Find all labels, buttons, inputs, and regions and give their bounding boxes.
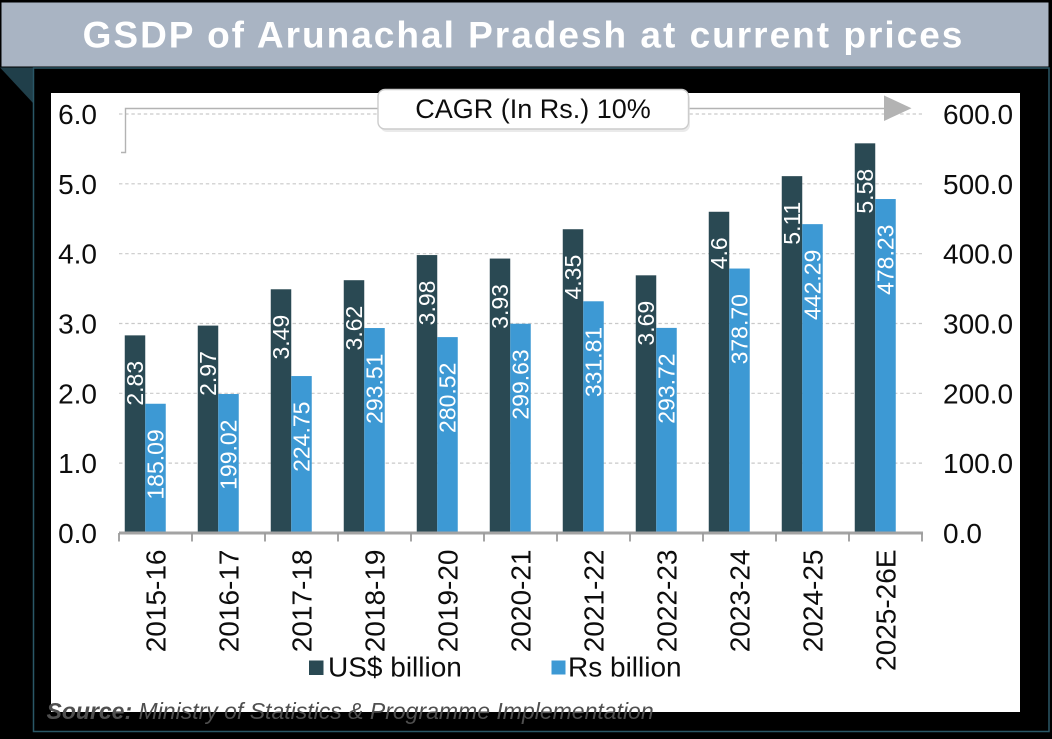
svg-text:1.0: 1.0 — [58, 448, 97, 479]
svg-text:3.93: 3.93 — [487, 284, 513, 329]
svg-text:2017-18: 2017-18 — [287, 550, 318, 653]
svg-text:199.02: 199.02 — [216, 420, 242, 490]
svg-text:478.23: 478.23 — [873, 225, 899, 295]
svg-text:331.81: 331.81 — [581, 327, 607, 397]
svg-text:CAGR (In Rs.) 10%: CAGR (In Rs.) 10% — [415, 94, 651, 124]
svg-text:2019-20: 2019-20 — [433, 550, 464, 653]
svg-text:185.09: 185.09 — [143, 429, 169, 499]
svg-text:378.70: 378.70 — [727, 294, 753, 364]
svg-text:3.49: 3.49 — [268, 315, 294, 360]
svg-text:5.11: 5.11 — [779, 202, 805, 245]
svg-text:US$ billion: US$ billion — [328, 652, 462, 683]
svg-text:2022-23: 2022-23 — [652, 550, 683, 653]
svg-text:Rs billion: Rs billion — [568, 652, 682, 683]
svg-text:3.69: 3.69 — [633, 301, 659, 346]
svg-text:2.0: 2.0 — [58, 378, 97, 409]
svg-text:Source: Ministry of Statistics: Source: Ministry of Statistics & Program… — [47, 698, 654, 724]
svg-text:2023-24: 2023-24 — [725, 550, 756, 653]
svg-text:200.0: 200.0 — [943, 378, 1013, 409]
svg-text:2018-19: 2018-19 — [360, 550, 391, 653]
svg-text:GSDP of Arunachal Pradesh at c: GSDP of Arunachal Pradesh at current pri… — [83, 15, 965, 56]
svg-text:3.62: 3.62 — [341, 306, 367, 351]
svg-text:500.0: 500.0 — [943, 169, 1013, 200]
svg-text:600.0: 600.0 — [943, 99, 1013, 130]
svg-text:2.83: 2.83 — [122, 361, 148, 406]
svg-text:0.0: 0.0 — [58, 518, 97, 549]
svg-text:3.98: 3.98 — [414, 281, 440, 326]
svg-text:100.0: 100.0 — [943, 448, 1013, 479]
svg-text:2015-16: 2015-16 — [141, 550, 172, 653]
svg-text:0.0: 0.0 — [943, 518, 982, 549]
svg-text:5.58: 5.58 — [852, 169, 878, 214]
svg-text:224.75: 224.75 — [289, 402, 315, 472]
svg-text:299.63: 299.63 — [508, 349, 534, 419]
svg-text:400.0: 400.0 — [943, 239, 1013, 270]
svg-text:300.0: 300.0 — [943, 309, 1013, 340]
svg-text:293.72: 293.72 — [654, 353, 680, 423]
svg-text:6.0: 6.0 — [58, 99, 97, 130]
svg-text:4.0: 4.0 — [58, 239, 97, 270]
svg-text:4.35: 4.35 — [560, 255, 586, 300]
svg-text:3.0: 3.0 — [58, 309, 97, 340]
svg-text:2.97: 2.97 — [195, 351, 221, 396]
svg-text:293.51: 293.51 — [362, 354, 388, 424]
svg-text:2024-25: 2024-25 — [798, 550, 829, 653]
svg-text:5.0: 5.0 — [58, 169, 97, 200]
svg-text:280.52: 280.52 — [435, 363, 461, 433]
svg-text:4.6: 4.6 — [706, 237, 732, 269]
svg-text:442.29: 442.29 — [800, 250, 826, 320]
svg-text:2016-17: 2016-17 — [214, 550, 245, 653]
svg-text:2020-21: 2020-21 — [506, 550, 537, 653]
svg-text:2025-26E: 2025-26E — [871, 550, 902, 671]
svg-text:2021-22: 2021-22 — [579, 550, 610, 653]
